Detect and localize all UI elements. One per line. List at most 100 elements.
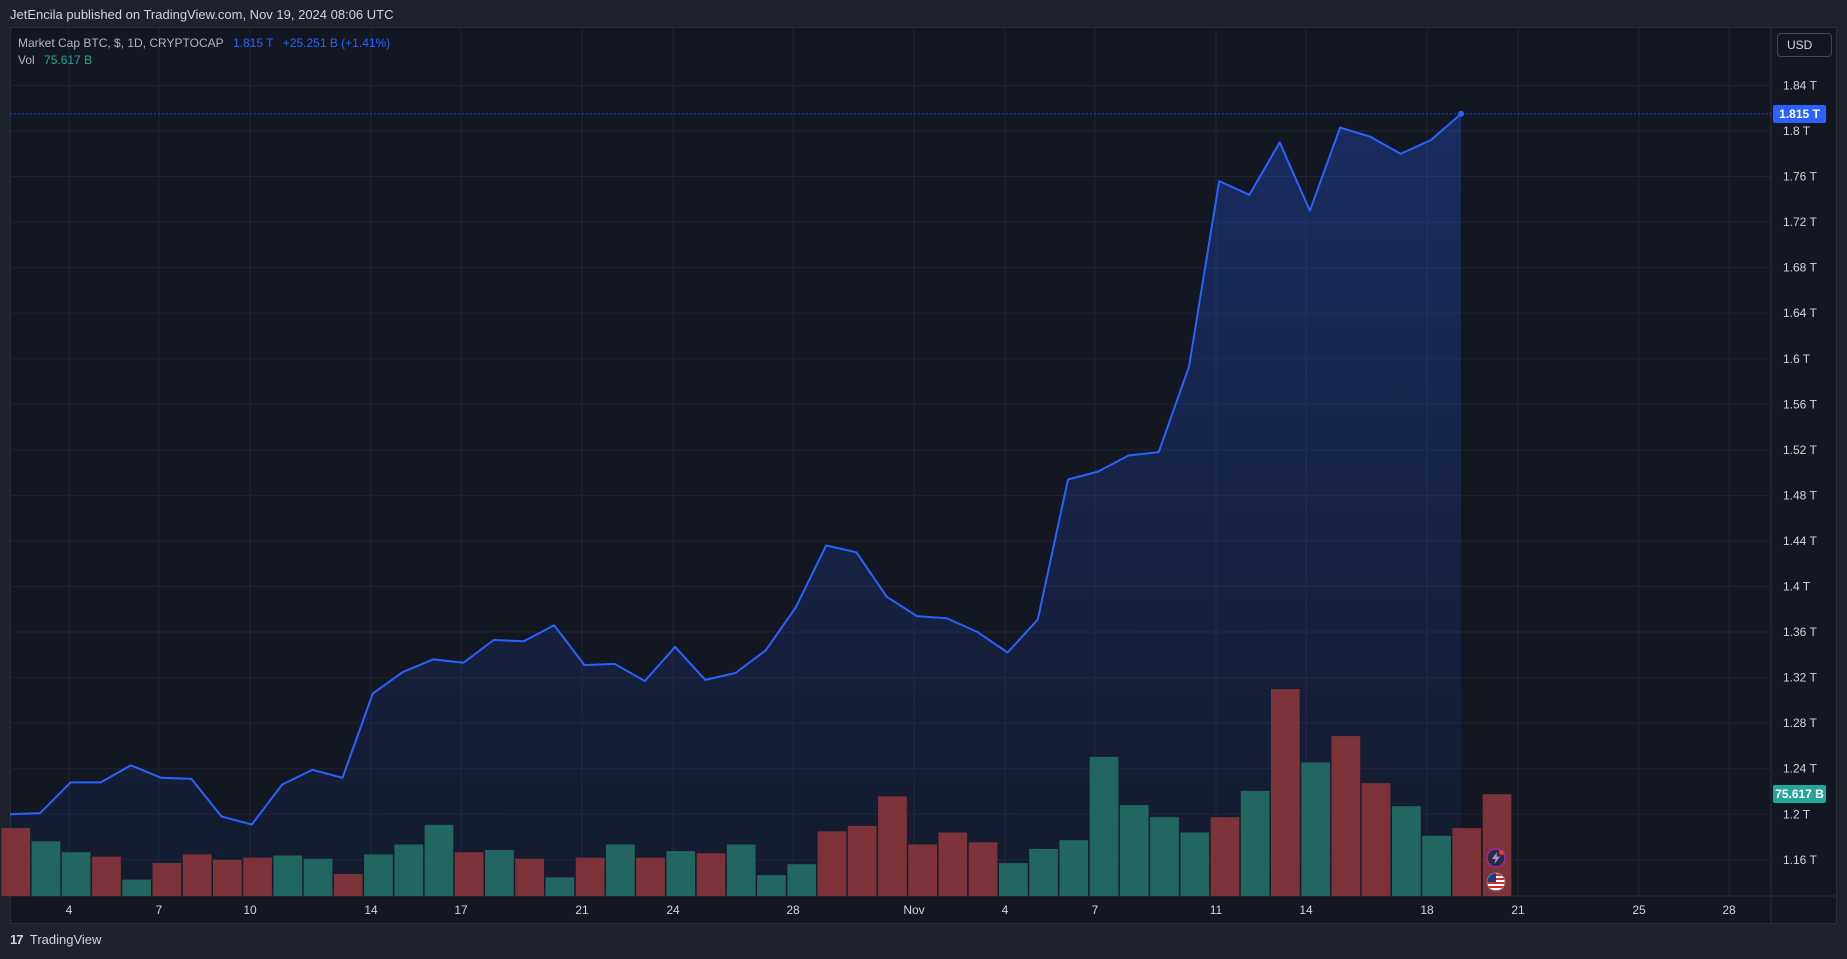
y-tick-label: 1.24 T xyxy=(1783,762,1817,776)
volume-bar[interactable] xyxy=(454,852,484,896)
volume-bar[interactable] xyxy=(515,858,544,896)
y-tick-label: 1.28 T xyxy=(1783,716,1817,730)
volume-bar[interactable] xyxy=(182,854,212,896)
legend-price-row[interactable]: Market Cap BTC, $, 1D, CRYPTOCAP 1.815 T… xyxy=(18,35,396,52)
y-tick-label: 1.64 T xyxy=(1783,306,1817,320)
volume-bar[interactable] xyxy=(1180,832,1210,897)
volume-bar[interactable] xyxy=(968,842,998,896)
x-tick-label: 14 xyxy=(1299,903,1313,917)
y-tick-label: 1.32 T xyxy=(1783,671,1817,685)
volume-bar[interactable] xyxy=(213,859,242,896)
tradingview-logo-icon: 17 xyxy=(10,932,24,947)
volume-bar[interactable] xyxy=(1,828,31,896)
y-tick-label: 1.48 T xyxy=(1783,488,1817,502)
volume-bar[interactable] xyxy=(273,855,303,897)
volume-bar[interactable] xyxy=(1361,783,1391,896)
volume-bar[interactable] xyxy=(424,824,454,896)
x-tick-label: 17 xyxy=(454,903,468,917)
x-tick-label: Nov xyxy=(903,903,924,917)
volume-bar[interactable] xyxy=(364,854,393,896)
x-tick-label: 24 xyxy=(666,903,680,917)
y-tick-label: 1.44 T xyxy=(1783,534,1817,548)
y-tick-label: 1.68 T xyxy=(1783,261,1817,275)
y-tick-label: 1.8 T xyxy=(1783,124,1811,138)
x-tick-label: 25 xyxy=(1632,903,1646,917)
volume-bar[interactable] xyxy=(1301,762,1330,896)
volume-bar[interactable] xyxy=(1331,736,1361,896)
x-tick-label: 21 xyxy=(1511,903,1525,917)
volume-bar[interactable] xyxy=(999,863,1028,896)
y-tick-label: 1.4 T xyxy=(1783,580,1811,594)
volume-bar[interactable] xyxy=(545,877,575,896)
chart-legend: Market Cap BTC, $, 1D, CRYPTOCAP 1.815 T… xyxy=(18,35,396,69)
y-tick-label: 1.6 T xyxy=(1783,352,1811,366)
volume-bar[interactable] xyxy=(1452,828,1482,896)
x-tick-label: 11 xyxy=(1210,903,1223,917)
legend-change: +25.251 B (+1.41%) xyxy=(282,36,391,50)
x-tick-label: 28 xyxy=(1722,903,1736,917)
x-tick-label: 7 xyxy=(1092,903,1099,917)
x-tick-label: 10 xyxy=(243,903,257,917)
volume-bar[interactable] xyxy=(1089,756,1119,896)
volume-bar[interactable] xyxy=(878,796,907,896)
volume-bar[interactable] xyxy=(817,831,847,896)
volume-bar[interactable] xyxy=(636,857,665,896)
footer-brand-name: TradingView xyxy=(29,932,102,947)
volume-bar[interactable] xyxy=(122,879,151,896)
flash-event-icon[interactable] xyxy=(1485,848,1506,868)
legend-last-value: 1.815 T xyxy=(232,36,274,50)
volume-bar[interactable] xyxy=(575,857,605,896)
volume-bar[interactable] xyxy=(1210,817,1240,896)
legend-volume-row[interactable]: Vol 75.617 B xyxy=(18,52,396,69)
legend-vol-label: Vol xyxy=(18,53,35,67)
volume-bar[interactable] xyxy=(606,844,635,897)
volume-bar[interactable] xyxy=(1422,835,1451,896)
volume-bar[interactable] xyxy=(1392,806,1421,896)
volume-bar[interactable] xyxy=(908,844,937,897)
publish-info: JetEncila published on TradingView.com, … xyxy=(10,7,394,22)
last-price-dot xyxy=(1458,110,1465,117)
volume-bar[interactable] xyxy=(1059,840,1089,896)
x-tick-label: 4 xyxy=(1002,903,1009,917)
volume-bar[interactable] xyxy=(152,863,182,896)
x-tick-label: 18 xyxy=(1420,903,1434,917)
volume-bar[interactable] xyxy=(938,832,968,897)
x-tick-label: 21 xyxy=(575,903,589,917)
currency-button[interactable]: USD xyxy=(1777,33,1832,57)
volume-bars xyxy=(1,689,1512,897)
legend-vol-value: 75.617 B xyxy=(44,53,93,67)
legend-symbol: Market Cap BTC, $, 1D, CRYPTOCAP xyxy=(18,36,224,50)
volume-bar[interactable] xyxy=(1150,817,1179,896)
footer-brand[interactable]: 17 TradingView xyxy=(10,932,101,947)
volume-bar[interactable] xyxy=(333,874,363,896)
volume-bar[interactable] xyxy=(787,864,817,896)
us-flag-event-icon[interactable] xyxy=(1486,872,1506,892)
volume-bar[interactable] xyxy=(1119,805,1149,896)
volume-bar[interactable] xyxy=(696,853,726,896)
y-tick-label: 1.52 T xyxy=(1783,443,1817,457)
x-tick-label: 4 xyxy=(66,903,73,917)
y-tick-label: 1.76 T xyxy=(1783,170,1817,184)
x-tick-label: 14 xyxy=(364,903,378,917)
y-tick-label: 1.16 T xyxy=(1783,853,1817,867)
last-volume-tag: 75.617 B xyxy=(1773,785,1826,804)
volume-bar[interactable] xyxy=(303,858,333,896)
volume-bar[interactable] xyxy=(243,857,272,896)
y-tick-label: 1.36 T xyxy=(1783,625,1817,639)
last-price-tag: 1.815 T xyxy=(1773,104,1826,123)
volume-bar[interactable] xyxy=(1271,689,1300,896)
y-tick-label: 1.56 T xyxy=(1783,397,1817,411)
volume-bar[interactable] xyxy=(485,850,514,896)
volume-bar[interactable] xyxy=(726,844,756,897)
volume-bar[interactable] xyxy=(757,875,786,896)
volume-bar[interactable] xyxy=(394,844,424,897)
volume-bar[interactable] xyxy=(847,825,877,896)
price-line[interactable] xyxy=(9,113,1462,826)
volume-bar[interactable] xyxy=(1240,790,1270,896)
volume-bar[interactable] xyxy=(666,851,696,896)
volume-bar[interactable] xyxy=(1029,848,1058,896)
volume-bar[interactable] xyxy=(61,852,91,896)
volume-bar[interactable] xyxy=(92,856,121,896)
volume-bar[interactable] xyxy=(31,841,61,897)
